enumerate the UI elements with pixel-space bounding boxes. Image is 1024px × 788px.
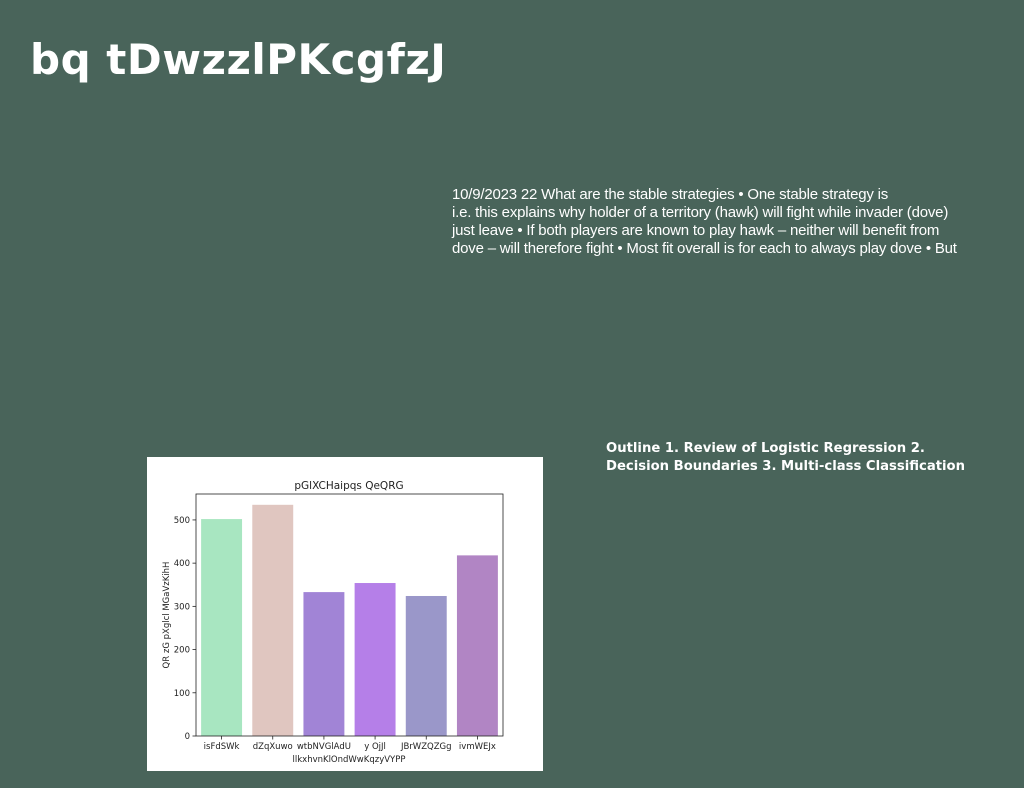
body-text-line: just leave • If both players are known t… [452, 222, 940, 239]
outline-text: Outline 1. Review of Logistic Regression… [606, 440, 1016, 476]
chart-bar [252, 504, 294, 736]
bar-chart: pGlXCHaipqs QeQRG llkxhvnKlOndWwKqzyVYPP… [162, 480, 504, 765]
chart-y-tick-label: 500 [174, 516, 190, 526]
chart-y-tick-label: 0 [185, 732, 190, 742]
outline-text-line: Decision Boundaries 3. Multi-class Class… [606, 459, 965, 474]
chart-title: pGlXCHaipqs QeQRG [294, 480, 403, 492]
body-text-line: i.e. this explains why holder of a terri… [452, 204, 949, 221]
chart-y-tick-label: 200 [174, 646, 190, 656]
chart-y-tick-label: 100 [174, 689, 190, 699]
chart-y-tick-label: 300 [174, 602, 190, 612]
chart-x-tick-label: isFdSWk [204, 742, 240, 752]
chart-x-tick-label: ivmWEJx [459, 742, 496, 752]
chart-axes-frame [195, 493, 504, 737]
chart-x-tick-label: wtbNVGlAdU [297, 742, 351, 752]
chart-bar [201, 519, 243, 736]
chart-x-tick-label: JBrWZQZGg [400, 742, 452, 752]
chart-x-tick-label: dZqXuwo [253, 742, 293, 752]
chart-bar [456, 555, 498, 736]
chart-y-axis-label: QR zG pXglcl MGaVzKihH [162, 562, 172, 669]
chart-y-tick-label: 400 [174, 559, 190, 569]
chart-x-axis-label: llkxhvnKlOndWwKqzyVYPP [293, 755, 406, 765]
chart-bar [303, 592, 345, 736]
page-title: bq tDwzzlPKcgfzJ [30, 35, 447, 84]
body-text-line: dove – will therefore fight • Most fit o… [452, 240, 957, 257]
slide-body-text: 10/9/2023 22 What are the stable strateg… [452, 186, 1017, 258]
bar-chart-panel: pGlXCHaipqs QeQRG llkxhvnKlOndWwKqzyVYPP… [147, 457, 543, 771]
chart-x-tick-label: y OjJl [364, 742, 386, 752]
chart-bar [354, 583, 396, 736]
chart-plot-area: isFdSWk dZqXuwo wtbNVGlAdU y OjJl JBrWZQZGg i… [174, 493, 504, 752]
body-text-line: 10/9/2023 22 What are the stable strateg… [452, 186, 889, 203]
chart-bar [405, 595, 447, 736]
outline-text-line: Outline 1. Review of Logistic Regression… [606, 441, 925, 456]
